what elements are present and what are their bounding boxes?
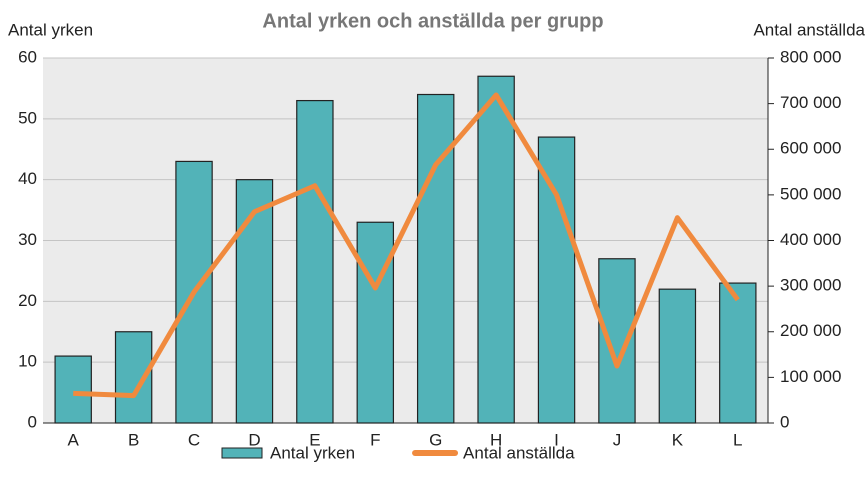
y-tick-label: 30 — [18, 230, 37, 249]
y2-tick-label: 100 000 — [780, 367, 841, 386]
chart-title: Antal yrken och anställda per grupp — [262, 10, 603, 32]
line — [73, 92, 740, 399]
y2-axis-title: Antal anställda — [753, 20, 865, 39]
x-tick-label: H — [490, 430, 502, 449]
y2-tick-label: 300 000 — [780, 276, 841, 295]
bar — [296, 99, 334, 424]
x-tick-label: L — [733, 430, 742, 449]
y2-tick-label: 600 000 — [780, 139, 841, 158]
bar — [356, 221, 395, 424]
x-tick-label: G — [429, 430, 442, 449]
x-tick-label: K — [672, 430, 684, 449]
y-tick-label: 0 — [28, 412, 37, 431]
y-tick-label: 60 — [18, 47, 37, 66]
legend-label: Antal yrken — [270, 443, 355, 462]
bar — [477, 75, 515, 424]
y2-tick-label: 200 000 — [780, 321, 841, 340]
bar — [658, 288, 697, 424]
x-tick-label: F — [370, 430, 380, 449]
y-axis-title: Antal yrken — [8, 20, 93, 39]
y2-tick-label: 400 000 — [780, 230, 841, 249]
bar — [235, 179, 274, 424]
y2-tick-label: 0 — [780, 412, 789, 431]
bar — [416, 93, 455, 424]
y-tick-label: 40 — [18, 169, 37, 188]
y2-tick-label: 500 000 — [780, 184, 841, 203]
x-tick-label: A — [68, 430, 80, 449]
y-tick-label: 50 — [18, 108, 37, 127]
x-tick-label: B — [128, 430, 139, 449]
y-tick-label: 20 — [18, 291, 37, 310]
x-tick-label: C — [188, 430, 200, 449]
y2-tick-label: 700 000 — [780, 93, 841, 112]
x-tick-label: J — [613, 430, 622, 449]
bar — [54, 355, 92, 424]
bar — [719, 282, 757, 424]
legend-swatch — [221, 447, 263, 459]
x-tick-label: E — [309, 430, 320, 449]
y-tick-label: 10 — [18, 352, 37, 371]
y2-tick-label: 800 000 — [780, 47, 841, 66]
x-tick-label: I — [554, 430, 559, 449]
bar — [537, 136, 576, 424]
legend-label: Antal anställda — [463, 443, 575, 462]
x-tick-label: D — [248, 430, 260, 449]
